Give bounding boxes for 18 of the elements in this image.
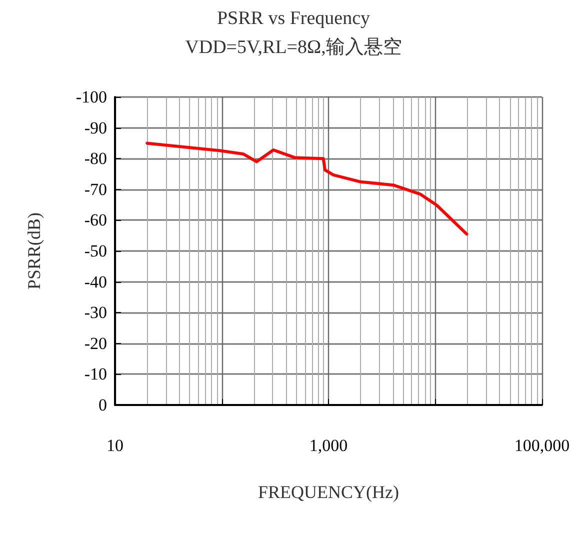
y-tick-label: -20: [84, 334, 107, 353]
y-axis-title: PSRR(dB): [24, 212, 44, 290]
y-tick-label: 0: [98, 396, 107, 414]
y-tick-label: -70: [84, 180, 107, 199]
y-tick-label: -90: [84, 118, 107, 138]
y-tick-label: -100: [76, 88, 107, 106]
y-tick-label: -50: [84, 242, 107, 260]
y-tick-label: -10: [84, 364, 107, 384]
y-tick-label: -30: [84, 303, 107, 322]
x-axis-title: FREQUENCY(Hz): [258, 482, 399, 502]
x-tick-label: 100,000: [514, 436, 570, 455]
x-tick-label: 10: [106, 436, 124, 455]
y-tick-label: -40: [84, 272, 107, 292]
chart-subtitle: VDD=5V,RL=8Ω,输入悬空: [185, 36, 402, 58]
chart-title: PSRR vs Frequency: [216, 8, 371, 29]
y-tick-label: -80: [84, 149, 107, 168]
x-tick-label: 1,000: [309, 436, 348, 455]
y-tick-label: -60: [84, 210, 107, 230]
